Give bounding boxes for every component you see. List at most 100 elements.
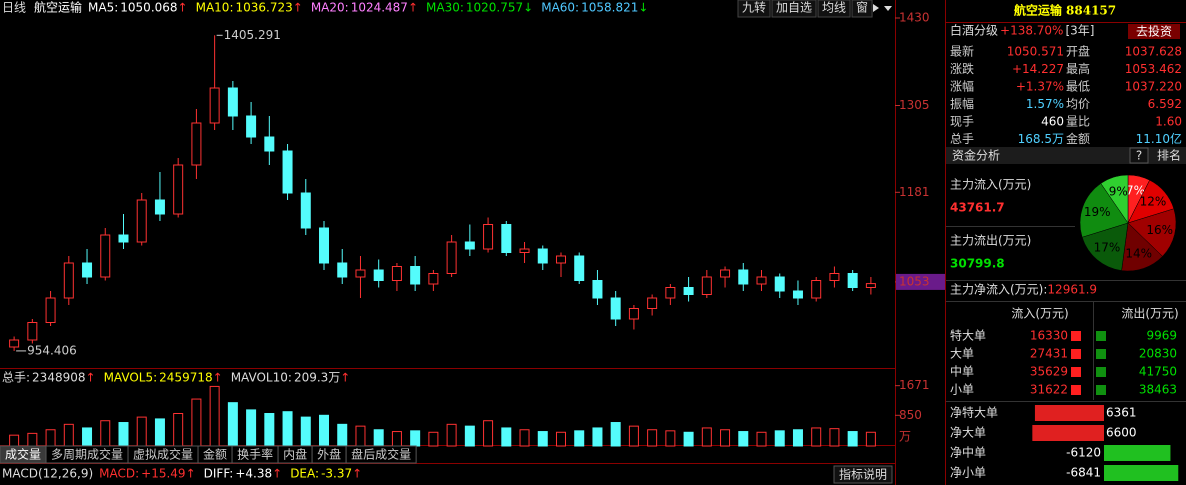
candle-body xyxy=(154,199,165,215)
help-button[interactable] xyxy=(1129,147,1149,164)
quote-value: 1037.628 xyxy=(1125,45,1182,59)
row-label: 净特大单 xyxy=(950,405,998,420)
toolbar-button[interactable] xyxy=(817,0,851,18)
candle-body xyxy=(282,150,293,194)
volume-bar xyxy=(720,429,731,447)
invest-button[interactable] xyxy=(1128,24,1180,39)
indicator-help-button[interactable] xyxy=(833,465,893,484)
rank-button: 排名 xyxy=(1157,148,1181,163)
pie-slice xyxy=(1127,208,1177,257)
inflow-cell: 35629 xyxy=(1030,365,1068,379)
quote-value: 11.10亿 xyxy=(1136,131,1182,146)
y-tick-label: 1671 xyxy=(899,378,930,392)
candle-body xyxy=(118,234,129,243)
volume-bar xyxy=(373,429,384,447)
quote-label: 均价 xyxy=(1066,97,1090,111)
toolbar-button-label: 加自选 xyxy=(776,1,812,15)
label: 白酒分级 xyxy=(950,23,998,38)
candle-body xyxy=(227,87,238,117)
outflow-value: 30799.8 xyxy=(950,257,1005,271)
volume-bar xyxy=(45,429,56,447)
volume-bar xyxy=(574,430,585,447)
candle-body xyxy=(610,297,621,320)
candle-body xyxy=(373,269,384,281)
label: MACD: xyxy=(99,467,139,481)
inflow-value: 43761.7 xyxy=(950,201,1005,215)
tab-label: 外盘 xyxy=(317,447,341,462)
pie-slice xyxy=(1100,174,1129,224)
tab-label: 金额 xyxy=(203,447,227,462)
candle-body xyxy=(264,136,275,152)
volume-bar xyxy=(300,416,311,447)
volume-bar xyxy=(191,398,202,447)
candle-body xyxy=(574,255,585,281)
volume-bar xyxy=(209,385,220,447)
toolbar-button-label: 窗 xyxy=(856,1,868,15)
column-header: 流入(万元) xyxy=(1011,307,1068,321)
volume-bar xyxy=(428,431,439,447)
toolbar-button[interactable] xyxy=(737,0,771,18)
help-label: ? xyxy=(1136,149,1142,163)
volume-bar xyxy=(82,427,93,447)
volume-bar xyxy=(27,432,38,447)
label: MAVOL10: xyxy=(231,371,292,385)
volume-bar xyxy=(628,425,639,447)
toolbar-button-label: 九转 xyxy=(742,0,766,15)
candle-body xyxy=(537,248,548,264)
quote-label: 量比 xyxy=(1066,115,1090,129)
max-annotation: 1405.291 xyxy=(224,28,281,42)
quote-value: 460 xyxy=(1041,115,1064,129)
quote-label: 最低 xyxy=(1066,80,1090,94)
volume-bar xyxy=(555,431,566,447)
toolbar-button[interactable] xyxy=(771,0,817,18)
outflow-marker xyxy=(1096,349,1106,359)
label: 209.3万 xyxy=(294,371,340,385)
candle-body xyxy=(792,290,803,299)
pie-label: 16% xyxy=(1146,223,1173,237)
tab-label: 多周期成交量 xyxy=(51,447,123,462)
min-annotation: 954.406 xyxy=(27,343,77,357)
inflow-cell: 31622 xyxy=(1030,383,1068,397)
section-title: 资金分析 xyxy=(952,148,1000,163)
label: DIFF: xyxy=(204,467,234,481)
volume-bar xyxy=(829,428,840,447)
volume-bar xyxy=(173,413,184,447)
quote-value: 168.5万 xyxy=(1018,132,1064,146)
volume-bar xyxy=(355,425,366,447)
volume-bar xyxy=(264,413,275,447)
volume-unit: 万 xyxy=(899,430,911,444)
tab-label: 虚拟成交量 xyxy=(133,447,193,462)
label: MA5: xyxy=(88,1,118,15)
tab[interactable] xyxy=(345,445,417,464)
toolbar-button[interactable] xyxy=(851,0,873,18)
label: 12961.9 xyxy=(1047,283,1097,297)
y-tick-label: 1053 xyxy=(899,274,930,288)
candle-body xyxy=(738,269,749,285)
tab-label: 换手率 xyxy=(237,447,273,462)
label: ↑ xyxy=(186,467,196,481)
candle-body xyxy=(410,266,421,285)
volume-bar xyxy=(464,425,475,447)
quote-value: +14.227 xyxy=(1012,62,1064,76)
label: +138.70% xyxy=(1000,24,1063,38)
pie-slice xyxy=(1079,183,1129,238)
net-value: -6120 xyxy=(1066,446,1101,460)
volume-bar xyxy=(701,427,712,447)
outflow-label: 主力流出(万元) xyxy=(950,234,1031,248)
candle-body xyxy=(774,276,785,292)
label: 主力净流入(万元): xyxy=(950,283,1047,297)
quote-label: 最高 xyxy=(1066,61,1090,76)
net-bar xyxy=(1104,445,1171,461)
row-label: 净中单 xyxy=(950,445,986,460)
net-value: -6841 xyxy=(1066,466,1101,480)
label: 2348908 xyxy=(32,371,85,385)
volume-bar xyxy=(537,431,548,447)
candle-body xyxy=(519,248,530,253)
candle-body xyxy=(319,227,330,264)
label: ↑ xyxy=(213,371,223,385)
volume-bar xyxy=(865,431,876,447)
candle-body xyxy=(483,224,494,250)
row-label: 小单 xyxy=(950,383,974,397)
volume-bar xyxy=(63,423,74,447)
current-price-box xyxy=(896,273,945,290)
